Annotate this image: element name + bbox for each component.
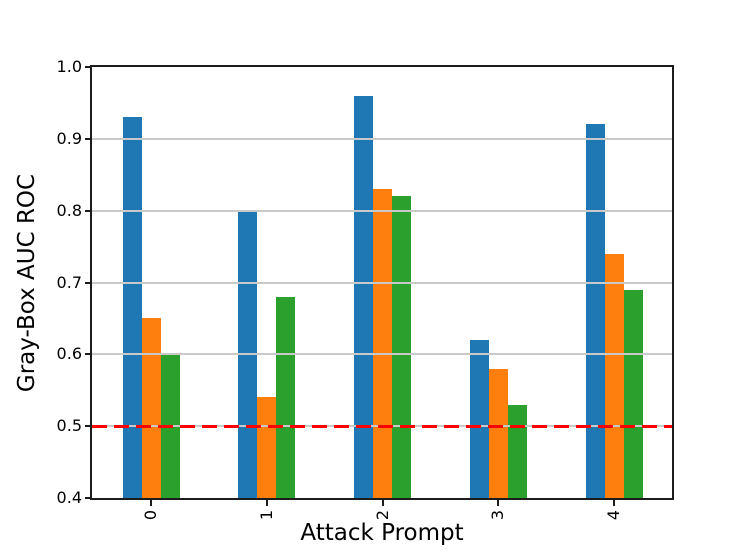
bar <box>122 117 142 498</box>
y-tick-label: 1.0 <box>56 57 82 76</box>
x-tick-mark <box>381 500 384 506</box>
bar <box>469 339 489 498</box>
grid-line <box>92 281 672 284</box>
reference-line <box>92 424 672 428</box>
y-tick-mark <box>85 137 91 140</box>
bar <box>141 318 161 498</box>
bar <box>354 95 373 498</box>
reference-line-layer <box>92 67 672 498</box>
x-tick-mark <box>497 500 500 506</box>
y-tick-mark <box>85 497 91 499</box>
y-tick-mark <box>85 353 91 356</box>
bar <box>507 404 527 498</box>
bars-layer <box>92 67 672 498</box>
bar <box>257 397 277 498</box>
x-tick-mark <box>613 500 615 506</box>
bar <box>488 368 508 498</box>
bar <box>623 289 643 498</box>
bar <box>604 253 624 498</box>
grid-line <box>92 209 672 212</box>
bar <box>373 189 392 498</box>
y-tick-label: 0.8 <box>56 200 82 220</box>
bar <box>585 124 605 498</box>
grid-line <box>92 137 672 140</box>
grid-line <box>92 353 672 356</box>
plot-area <box>90 65 674 500</box>
x-tick-mark <box>265 500 268 506</box>
y-tick-label: 0.7 <box>56 272 82 292</box>
x-tick-mark <box>150 500 152 506</box>
bar <box>392 196 411 498</box>
y-tick-mark <box>85 281 91 284</box>
y-tick-mark <box>85 66 91 68</box>
y-tick-label: 0.6 <box>56 344 82 364</box>
y-tick-mark <box>85 209 91 212</box>
y-tick-label: 0.5 <box>56 416 82 436</box>
y-tick-label: 0.9 <box>56 128 82 148</box>
y-tick-mark <box>85 425 91 428</box>
bar <box>276 296 296 498</box>
x-axis-label: Attack Prompt <box>300 520 464 546</box>
y-tick-label: 0.4 <box>56 488 82 507</box>
